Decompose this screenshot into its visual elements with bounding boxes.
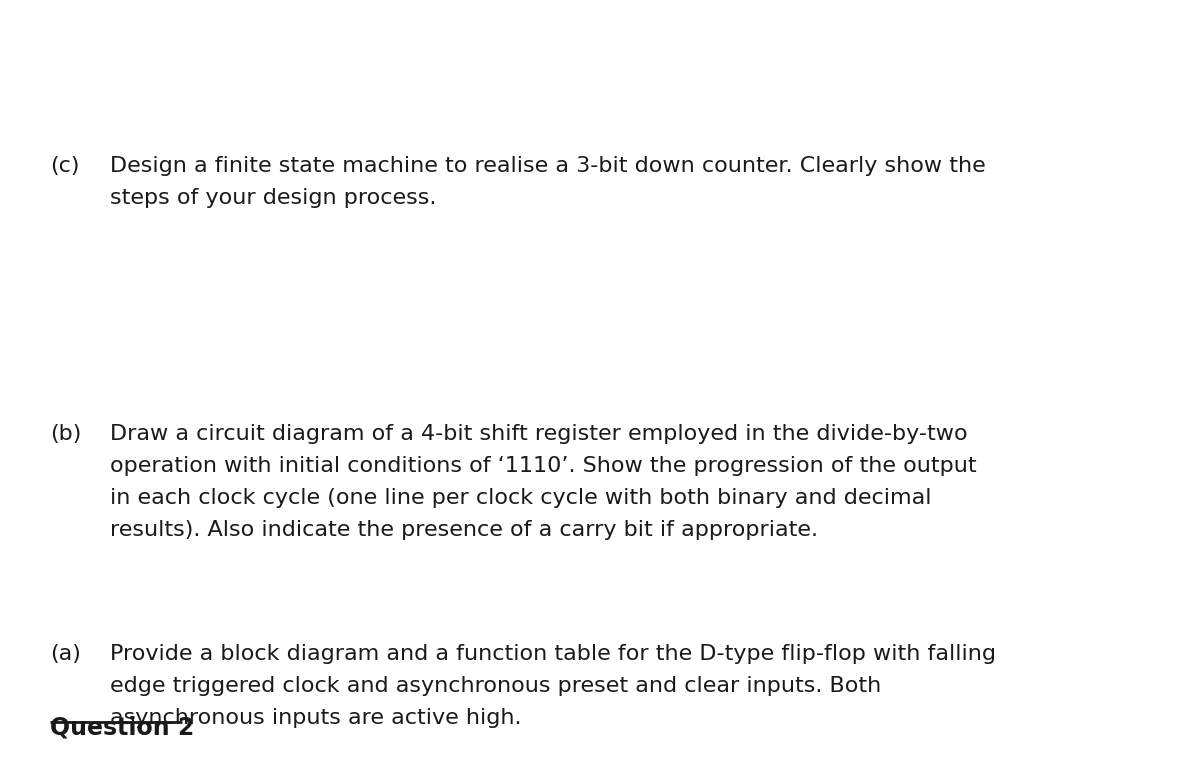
Text: operation with initial conditions of ‘1110’. Show the progression of the output: operation with initial conditions of ‘11…: [110, 456, 977, 476]
Text: Draw a circuit diagram of a 4-bit shift register employed in the divide-by-two: Draw a circuit diagram of a 4-bit shift …: [110, 424, 967, 444]
Text: (b): (b): [50, 424, 82, 444]
Text: edge triggered clock and asynchronous preset and clear inputs. Both: edge triggered clock and asynchronous pr…: [110, 676, 881, 696]
Text: Design a finite state machine to realise a 3-bit down counter. Clearly show the: Design a finite state machine to realise…: [110, 156, 985, 176]
Text: results). Also indicate the presence of a carry bit if appropriate.: results). Also indicate the presence of …: [110, 520, 818, 540]
Text: asynchronous inputs are active high.: asynchronous inputs are active high.: [110, 708, 522, 728]
Text: Provide a block diagram and a function table for the D-type flip-flop with falli: Provide a block diagram and a function t…: [110, 644, 996, 664]
Text: steps of your design process.: steps of your design process.: [110, 188, 437, 208]
Text: (c): (c): [50, 156, 79, 176]
Text: Question 2: Question 2: [50, 716, 194, 740]
Text: in each clock cycle (one line per clock cycle with both binary and decimal: in each clock cycle (one line per clock …: [110, 488, 931, 508]
Text: (a): (a): [50, 644, 80, 664]
